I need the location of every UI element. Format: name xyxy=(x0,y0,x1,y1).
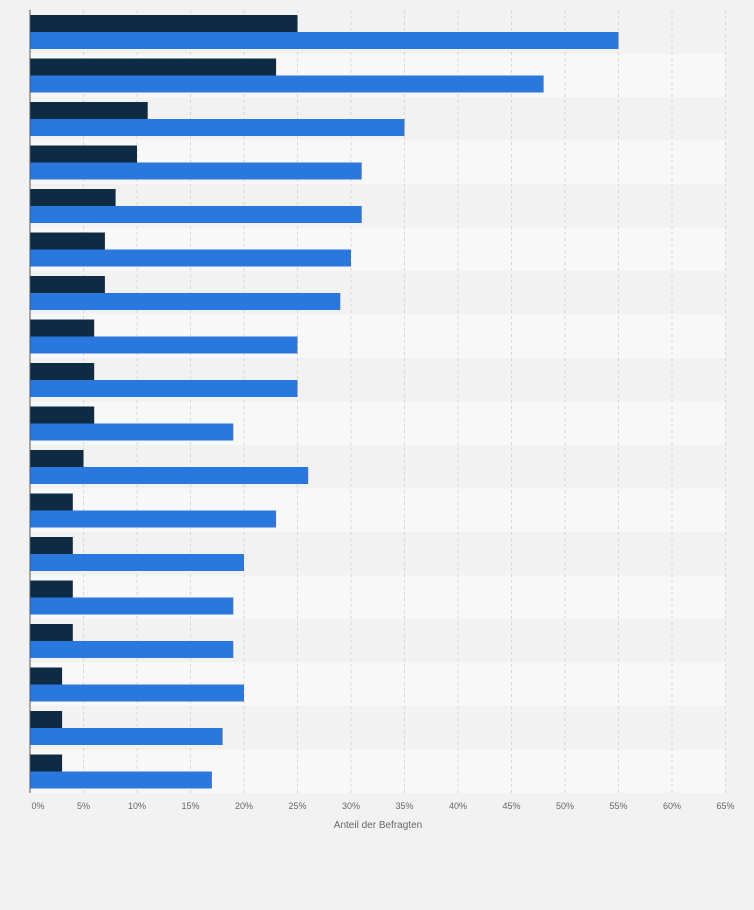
bar-series-2 xyxy=(30,597,234,615)
bar-series-1 xyxy=(30,406,95,424)
bar-series-2 xyxy=(30,510,277,528)
bar-series-2 xyxy=(30,293,341,310)
x-tick-label: 30% xyxy=(342,801,360,811)
x-axis-title: Anteil der Befragten xyxy=(334,820,422,831)
bar-series-2 xyxy=(30,554,244,571)
x-tick-label: 40% xyxy=(449,801,467,811)
bar-series-1 xyxy=(30,754,63,772)
x-tick-label: 0% xyxy=(31,801,44,811)
bar-series-1 xyxy=(30,711,63,728)
bar-series-1 xyxy=(30,102,148,119)
row-bands xyxy=(30,10,726,793)
x-tick-label: 25% xyxy=(288,801,306,811)
bar-series-2 xyxy=(30,119,405,136)
bar-series-2 xyxy=(30,467,309,484)
x-tick-label: 60% xyxy=(663,801,681,811)
bar-series-1 xyxy=(30,319,95,337)
bar-series-1 xyxy=(30,493,73,511)
bar-series-2 xyxy=(30,162,362,180)
x-tick-label: 15% xyxy=(181,801,199,811)
bar-series-1 xyxy=(30,624,73,641)
bar-series-2 xyxy=(30,641,234,658)
bar-series-1 xyxy=(30,58,277,76)
x-axis-ticks: 0% 5% 10% 15% 20% 25% 30% 35% 40% 45% 50% 55% 60% 65% xyxy=(31,801,734,811)
grid-lines xyxy=(83,10,726,793)
x-tick-label: 45% xyxy=(502,801,520,811)
bar-series-2 xyxy=(30,684,244,702)
x-tick-label: 50% xyxy=(556,801,574,811)
bar-series-1 xyxy=(30,276,105,293)
bar-series-2 xyxy=(30,771,212,789)
bar-series-2 xyxy=(30,336,298,354)
x-tick-label: 5% xyxy=(77,801,90,811)
bar-series-1 xyxy=(30,189,116,206)
bar-series-2 xyxy=(30,32,619,49)
bar-series-1 xyxy=(30,537,73,554)
x-tick-label: 55% xyxy=(609,801,627,811)
bar-series-2 xyxy=(30,206,362,223)
bars xyxy=(30,15,619,789)
bar-series-1 xyxy=(30,15,298,32)
bar-series-1 xyxy=(30,667,63,685)
bar-series-2 xyxy=(30,728,223,745)
bar-series-2 xyxy=(30,75,544,93)
x-tick-label: 35% xyxy=(395,801,413,811)
x-tick-label: 20% xyxy=(235,801,253,811)
bar-series-2 xyxy=(30,249,351,267)
bar-series-1 xyxy=(30,232,105,250)
bar-series-2 xyxy=(30,423,234,441)
bar-series-2 xyxy=(30,380,298,397)
x-tick-label: 65% xyxy=(716,801,734,811)
bar-series-1 xyxy=(30,450,84,467)
x-tick-label: 10% xyxy=(128,801,146,811)
bar-series-1 xyxy=(30,145,137,163)
bar-series-1 xyxy=(30,363,95,380)
bar-series-1 xyxy=(30,580,73,598)
